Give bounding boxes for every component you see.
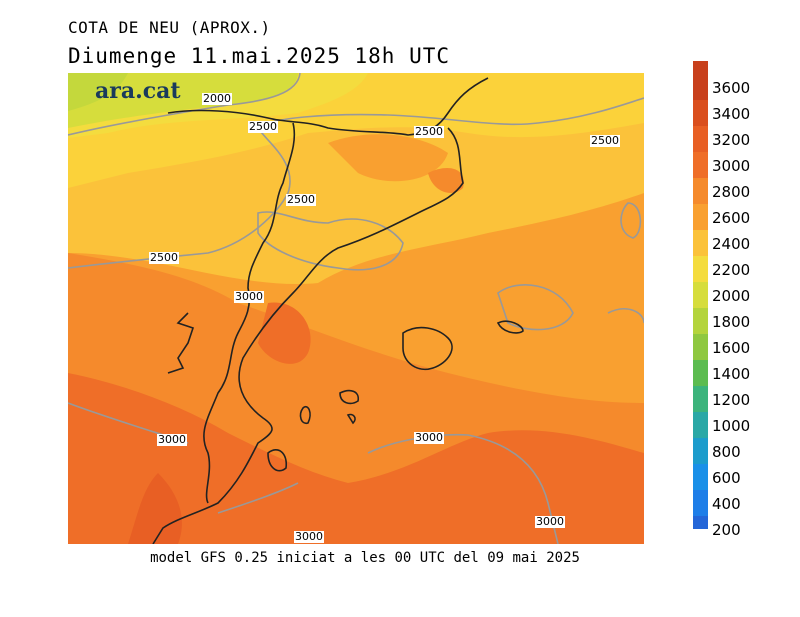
colorbar-segment [693,152,708,178]
colorbar-tick-label: 3000 [712,157,751,175]
contour-label: 2500 [590,134,620,147]
colorbar-tick-label: 200 [712,521,741,539]
contour-label: 3000 [414,431,444,444]
colorbar-tick-label: 3400 [712,105,751,123]
colorbar-tick-label: 1800 [712,313,751,331]
map-title: COTA DE NEU (APROX.) [68,18,271,37]
snow-level-map: 2000 2500 2500 2500 2500 2500 3000 3000 3000 3000… [68,73,644,544]
colorbar-tick-label: 2600 [712,209,751,227]
colorbar-segment [693,230,708,256]
contour-label: 3000 [157,433,187,446]
colorbar-segment [693,334,708,360]
map-canvas [68,73,644,544]
colorbar-segment [693,438,708,464]
model-run-footer: model GFS 0.25 iniciat a les 00 UTC del … [150,550,580,566]
colorbar-segment [693,308,708,334]
colorbar-tick-label: 400 [712,495,741,513]
contour-label: 3000 [294,530,324,543]
colorbar-tick-label: 2000 [712,287,751,305]
colorbar-tick-label: 3600 [712,79,751,97]
brand-logo: ara.cat [95,78,181,104]
colorbar-segment [693,178,708,204]
colorbar-segment [693,126,708,152]
colorbar-tick-label: 1600 [712,339,751,357]
contour-label: 2500 [248,120,278,133]
contour-label: 3000 [535,515,565,528]
colorbar-segment [693,412,708,438]
colorbar-segment [693,100,708,126]
contour-label: 3000 [234,290,264,303]
colorbar-tick-label: 1400 [712,365,751,383]
colorbar-segment [693,74,708,100]
contour-label: 2500 [286,193,316,206]
colorbar-tick-label: 800 [712,443,741,461]
colorbar-tick-label: 1200 [712,391,751,409]
contour-label: 2500 [149,251,179,264]
colorbar-tick-label: 2400 [712,235,751,253]
colorbar-segment [693,464,708,490]
colorbar-segment [693,282,708,308]
colorbar-tick-label: 2200 [712,261,751,279]
colorbar-tick-label: 1000 [712,417,751,435]
colorbar-segment [693,490,708,516]
colorbar-tick-label: 600 [712,469,741,487]
contour-label: 2500 [414,125,444,138]
contour-label: 2000 [202,92,232,105]
colorbar-segment [693,386,708,412]
colorbar [693,61,708,529]
colorbar-segment [693,256,708,282]
colorbar-segment [693,516,708,529]
colorbar-segment [693,204,708,230]
colorbar-segment [693,360,708,386]
map-datetime: Diumenge 11.mai.2025 18h UTC [68,44,451,68]
colorbar-tick-label: 3200 [712,131,751,149]
colorbar-tick-label: 2800 [712,183,751,201]
